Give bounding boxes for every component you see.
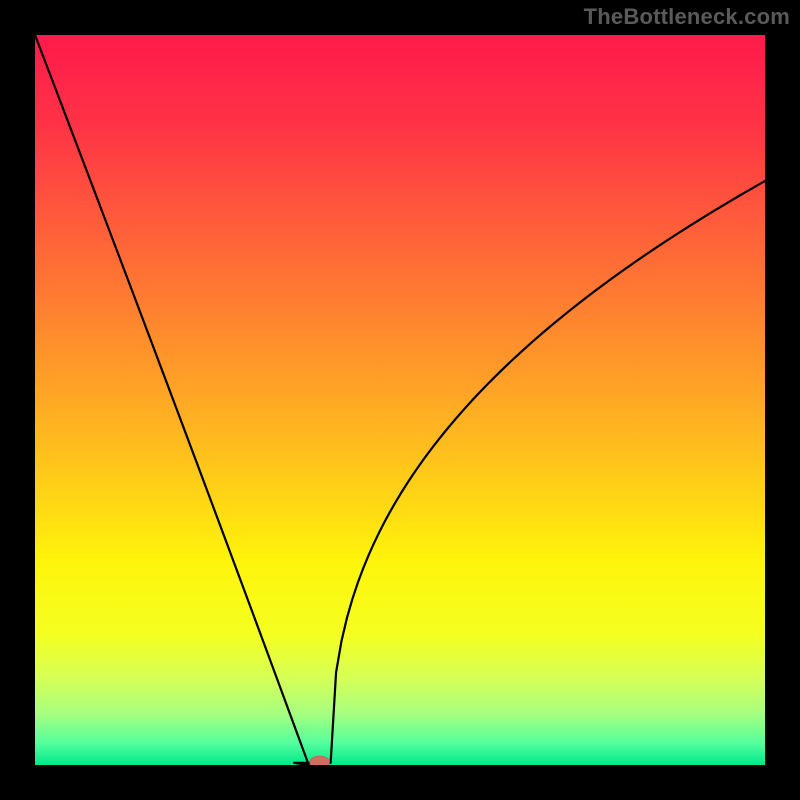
chart-container: TheBottleneck.com xyxy=(0,0,800,800)
plot-background-gradient xyxy=(35,35,765,765)
chart-svg xyxy=(0,0,800,800)
watermark-label: TheBottleneck.com xyxy=(584,4,790,30)
